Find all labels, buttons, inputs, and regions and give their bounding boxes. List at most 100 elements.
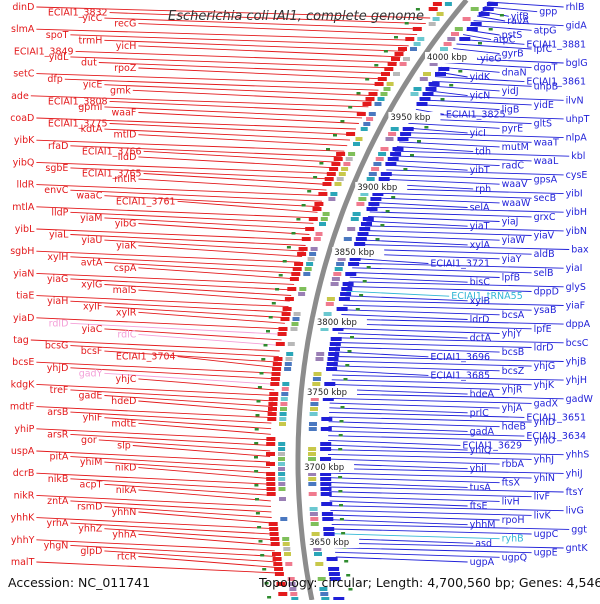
leader-line: [70, 478, 271, 491]
gene-label: yhhY: [11, 535, 35, 546]
feature-left-arrow: [266, 482, 276, 486]
leader-line: [104, 461, 271, 474]
feature-right-arrow: [320, 472, 332, 476]
feature-block: [310, 517, 319, 521]
gene-label: bcsZ: [502, 366, 525, 377]
leader-line: [354, 258, 429, 264]
gene-label: spoT: [46, 30, 69, 41]
gene-label: ECIAI1_3761: [116, 196, 176, 207]
leader-line: [138, 378, 275, 391]
tick-mark: [424, 126, 429, 129]
leader-line: [386, 169, 564, 176]
feature-left-arrow: [324, 177, 334, 181]
feature-left-arrow: [278, 592, 288, 596]
feature-block: [320, 327, 329, 331]
leader-line: [36, 28, 413, 41]
gene-label: ECIAI1_tRNA55: [451, 291, 523, 302]
leader-line: [36, 561, 278, 574]
gene-label: gpsA: [534, 175, 558, 186]
gene-label: lpfE: [534, 324, 552, 335]
leader-line: [368, 216, 500, 222]
gene-label: yiaD: [13, 313, 34, 324]
tick-mark: [359, 294, 364, 297]
leader-line: [337, 332, 468, 339]
gene-label: uhpB: [534, 81, 559, 92]
kbp-label: 3800 kbp: [317, 318, 357, 328]
feature-left-arrow: [394, 52, 404, 56]
feature-left-arrow: [268, 407, 277, 411]
gene-label: mutM: [502, 142, 529, 153]
leader-line: [378, 188, 564, 195]
feature-block: [320, 592, 329, 596]
leader-line: [329, 495, 500, 502]
feature-left-arrow: [272, 362, 282, 366]
gene-label: yieG: [480, 53, 501, 64]
gene-label: treF: [50, 385, 69, 396]
leader-line: [328, 430, 525, 437]
feature-block: [419, 77, 428, 81]
feature-right-arrow: [320, 457, 331, 461]
leader-line: [132, 445, 271, 457]
leader-line: [70, 500, 272, 513]
tick-mark: [266, 330, 270, 333]
tick-mark: [338, 490, 343, 493]
feature-block: [319, 587, 328, 591]
gene-label: bcsF: [81, 346, 103, 357]
leader-line: [329, 402, 500, 409]
feature-left-arrow: [271, 372, 281, 376]
feature-right-arrow: [324, 382, 336, 386]
feature-block: [378, 152, 387, 156]
genome-summary-text: Topology: circular; Length: 4,700,560 bp…: [259, 575, 600, 590]
feature-left-arrow: [305, 227, 315, 231]
gene-label: selB: [534, 268, 554, 279]
feature-left-arrow: [266, 442, 276, 446]
feature-block: [308, 477, 317, 481]
leader-line: [109, 123, 353, 136]
gene-label: yicI: [470, 128, 486, 139]
leader-line: [104, 239, 304, 252]
feature-block: [366, 117, 374, 121]
feature-block: [310, 407, 318, 411]
gene-label: yiaW: [502, 235, 526, 246]
leader-line: [341, 314, 468, 320]
leader-line: [104, 261, 298, 274]
gene-label: yiaL: [49, 230, 69, 241]
gene-label: lldR: [16, 180, 34, 191]
tick-mark: [268, 316, 273, 319]
feature-block: [278, 477, 286, 481]
leader-line: [343, 304, 532, 311]
leader-line: [70, 544, 276, 557]
leader-line: [328, 477, 500, 484]
gene-label: yibH: [566, 207, 587, 218]
leader-line: [469, 24, 532, 31]
tick-mark: [291, 232, 296, 235]
tick-mark: [403, 168, 408, 171]
leader-line: [392, 155, 532, 162]
leader-line: [138, 511, 273, 524]
gene-label: dnaN: [502, 67, 527, 78]
gene-label: ECIAI1_3775: [48, 119, 108, 130]
feature-block: [413, 42, 421, 46]
feature-right-arrow: [320, 492, 332, 496]
feature-block: [279, 422, 286, 426]
leader-line: [138, 67, 386, 80]
leader-line: [331, 379, 532, 386]
feature-left-arrow: [412, 27, 422, 31]
leader-line: [337, 337, 564, 344]
leader-line: [418, 104, 500, 111]
feature-right-arrow: [320, 482, 332, 486]
feature-left-arrow: [282, 307, 292, 311]
feature-block: [330, 282, 339, 286]
gene-label: yhhN: [112, 507, 137, 518]
leader-line: [331, 523, 570, 530]
leader-line: [36, 73, 383, 86]
tick-mark: [254, 428, 259, 431]
feature-block: [308, 452, 316, 456]
tick-mark: [341, 532, 346, 535]
gene-label: nikR: [14, 490, 35, 501]
leader-line: [36, 317, 284, 330]
gene-label: tag: [13, 335, 29, 346]
leader-line: [360, 239, 468, 246]
leader-line: [340, 318, 564, 325]
gene-label: rbbA: [502, 459, 525, 470]
